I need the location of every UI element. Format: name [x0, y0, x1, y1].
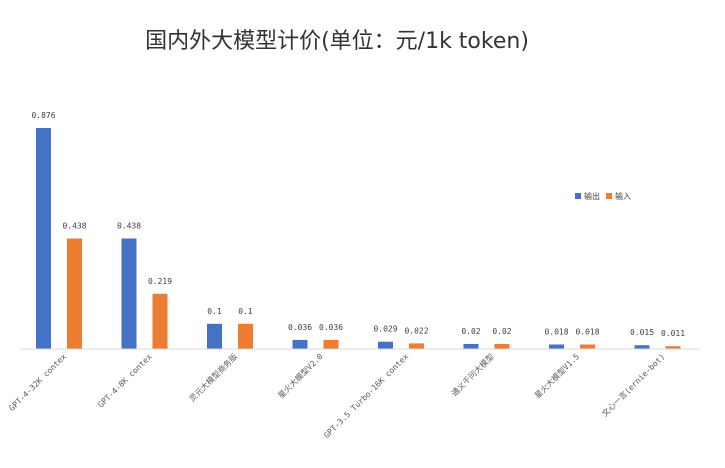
- legend-label-output: 输出: [584, 191, 600, 201]
- bar-input-5: [494, 344, 510, 349]
- chart-title: 国内外大模型计价(单位：元/1k token): [145, 29, 529, 54]
- data-labels-group: 0.876 0.438 0.438 0.219 0.1 0.1 0.036 0.036 0.02…: [31, 111, 685, 338]
- data-label-output-3: 0.036: [288, 323, 312, 332]
- data-label-input-3: 0.036: [319, 323, 343, 332]
- bar-output-6: [549, 344, 564, 349]
- bar-input-7: [665, 346, 681, 349]
- data-label-input-0: 0.438: [62, 222, 86, 231]
- legend-label-input: 输入: [615, 191, 631, 201]
- bar-input-3: [323, 339, 339, 349]
- data-label-output-2: 0.1: [207, 307, 222, 316]
- bar-output-7: [634, 345, 650, 349]
- legend-swatch-input: [606, 193, 612, 199]
- x-tick-label-0: GPT-4-32K contex: [7, 352, 68, 413]
- data-label-output-1: 0.438: [117, 222, 141, 231]
- bars-group: [36, 128, 681, 350]
- data-label-input-7: 0.011: [661, 329, 685, 338]
- bar-output-2: [207, 323, 222, 349]
- bar-output-4: [378, 341, 393, 349]
- data-label-output-5: 0.02: [461, 327, 480, 336]
- data-label-output-6: 0.018: [544, 328, 568, 337]
- bar-input-1: [152, 293, 168, 350]
- x-tick-label-7: 文心一言(ernie-bot): [600, 351, 667, 418]
- data-label-input-5: 0.02: [492, 327, 511, 336]
- bar-output-5: [463, 344, 479, 349]
- bar-output-3: [292, 339, 308, 349]
- bar-input-0: [67, 238, 82, 349]
- x-tick-label-4: GPT-3.5 Turbo-16K contex: [322, 352, 410, 440]
- x-tick-label-1: GPT-4-8K contex: [96, 352, 154, 410]
- legend-swatch-output: [575, 193, 581, 199]
- x-tick-label-3: 星火大模型V2.0: [276, 351, 325, 400]
- x-tick-label-6: 星火大模型V1.5: [532, 351, 581, 400]
- data-label-output-0: 0.876: [31, 111, 55, 120]
- x-tick-labels: GPT-4-32K contex GPT-4-8K contex 灵元大模型商务版星…: [7, 351, 666, 440]
- data-label-input-2: 0.1: [238, 307, 253, 316]
- x-tick-label-5: 通义千问大模型: [449, 351, 496, 398]
- data-label-input-1: 0.219: [148, 277, 172, 286]
- x-tick-label-2: 灵元大模型商务版: [187, 351, 239, 403]
- bar-output-0: [36, 128, 51, 349]
- data-label-output-7: 0.015: [630, 328, 654, 337]
- legend: 输出 输入: [575, 191, 631, 201]
- bar-output-1: [121, 238, 137, 349]
- data-label-input-6: 0.018: [575, 328, 599, 337]
- data-label-output-4: 0.029: [373, 325, 397, 334]
- bar-input-4: [409, 343, 424, 349]
- bar-input-6: [580, 344, 595, 349]
- bar-input-2: [238, 323, 253, 349]
- data-label-input-4: 0.022: [404, 326, 428, 335]
